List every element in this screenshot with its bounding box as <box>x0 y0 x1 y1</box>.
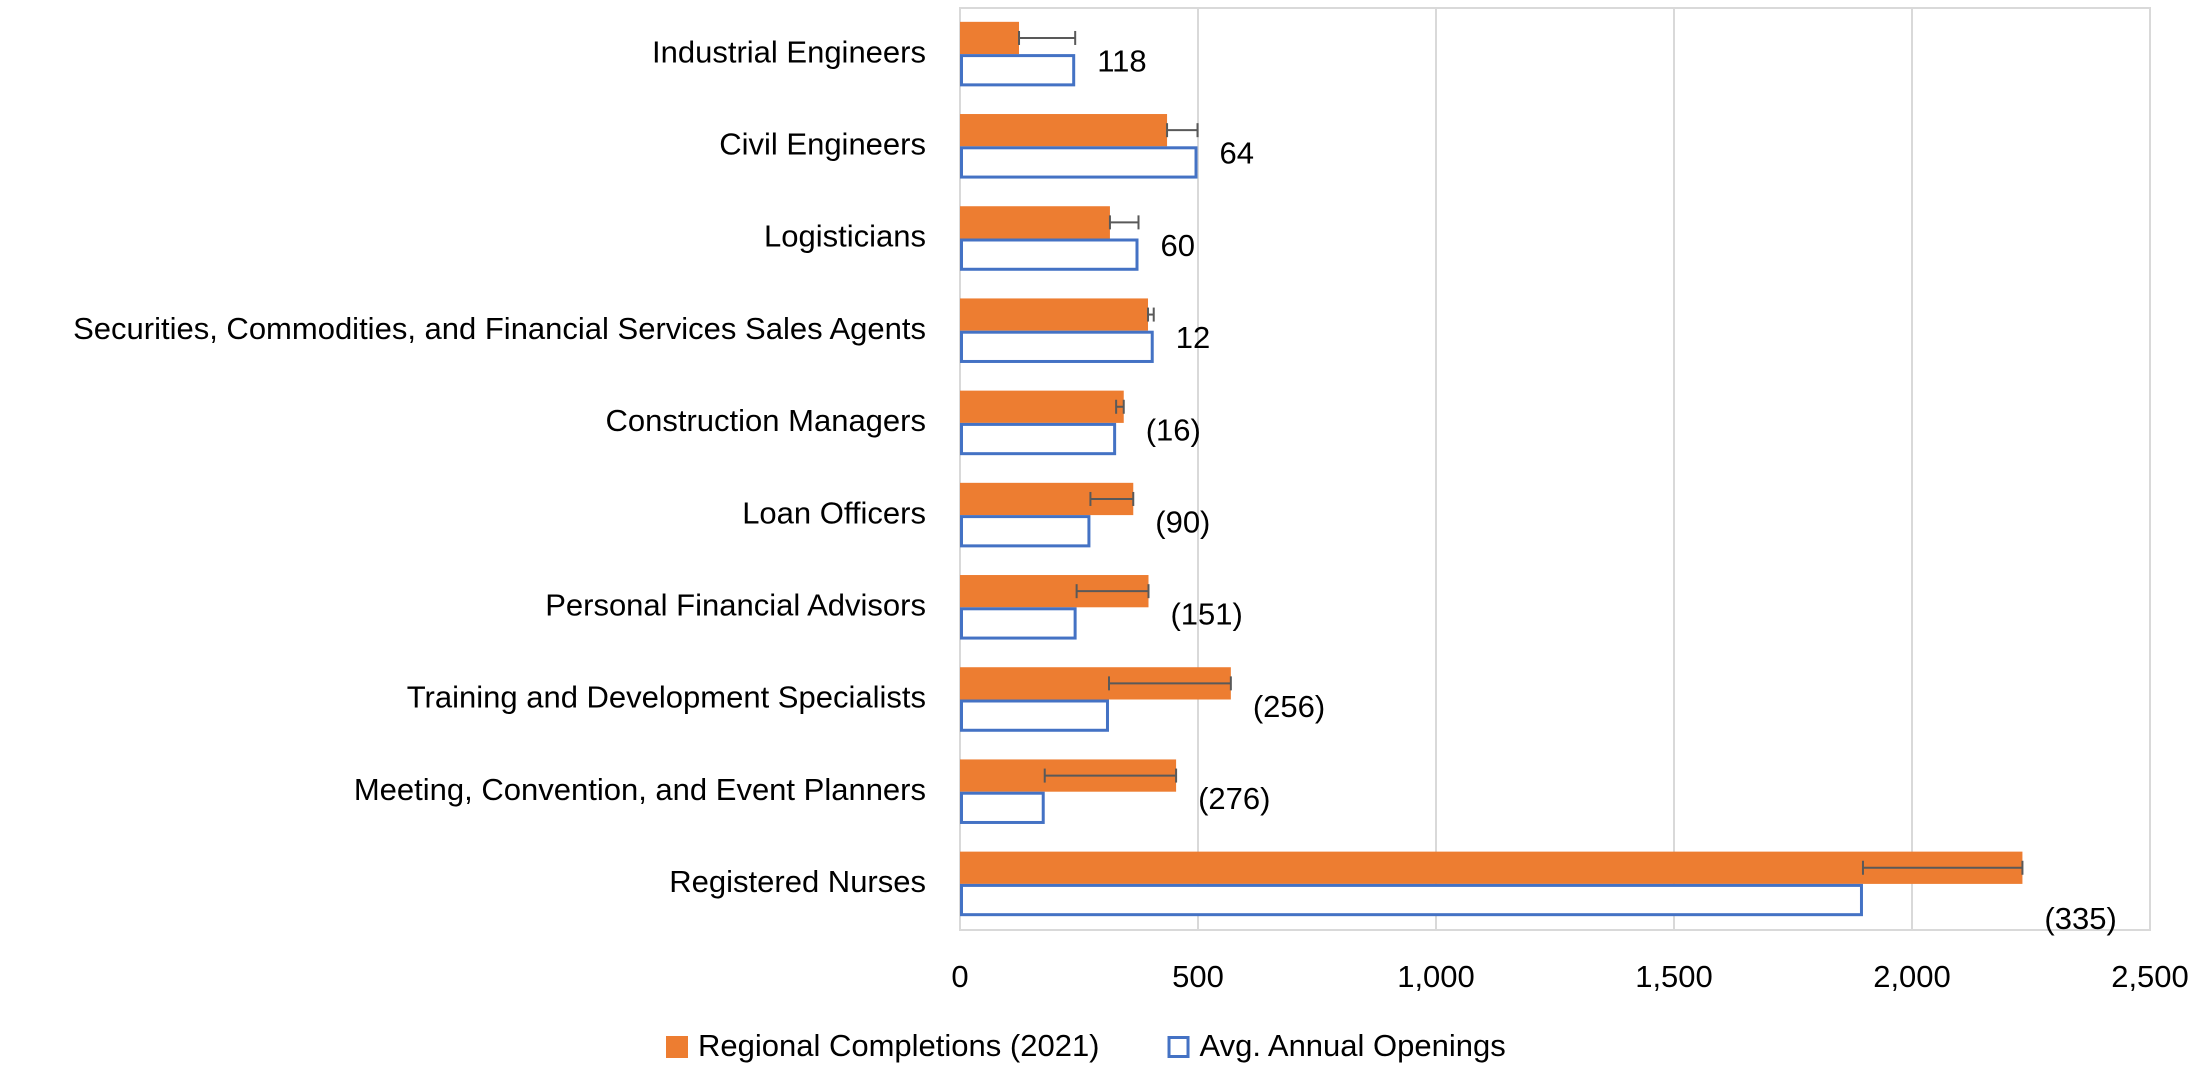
data-label: 12 <box>1176 320 1210 355</box>
error-bar <box>1089 491 1135 506</box>
bar <box>960 238 1139 271</box>
error-bar <box>1108 215 1140 230</box>
x-tick-label: 1,000 <box>1397 959 1475 994</box>
legend-swatch <box>1167 1036 1190 1058</box>
bar <box>960 515 1091 548</box>
bar <box>960 330 1154 363</box>
error-bar <box>1115 399 1125 414</box>
y-tick-label: Loan Officers <box>742 495 926 530</box>
data-label: 64 <box>1220 136 1254 171</box>
data-label: (90) <box>1155 505 1210 540</box>
bar <box>960 422 1117 456</box>
error-bar <box>1107 676 1232 691</box>
data-label: (256) <box>1253 689 1325 724</box>
data-label: (16) <box>1146 412 1201 447</box>
y-tick-label: Meeting, Convention, and Event Planners <box>354 772 926 807</box>
y-tick-label: Personal Financial Advisors <box>545 587 926 622</box>
bar <box>960 206 1110 239</box>
data-label: 60 <box>1161 228 1195 263</box>
x-tick-label: 0 <box>951 959 968 994</box>
legend-swatch <box>666 1036 688 1058</box>
y-tick-label: Industrial Engineers <box>652 34 926 69</box>
bar <box>960 851 2023 884</box>
data-label: 118 <box>1097 44 1146 79</box>
x-tick-label: 1,500 <box>1635 959 1713 994</box>
error-bar <box>1861 860 2024 875</box>
bar <box>960 146 1198 179</box>
plot-border <box>959 7 2151 931</box>
y-tick-label: Securities, Commodities, and Financial S… <box>73 311 926 346</box>
bar <box>960 607 1077 640</box>
error-bar <box>1147 307 1155 322</box>
y-tick-label: Training and Development Specialists <box>407 680 926 715</box>
legend-label: Avg. Annual Openings <box>1200 1028 1506 1063</box>
error-bar <box>1018 30 1077 45</box>
y-tick-label: Logisticians <box>764 219 926 254</box>
bar <box>960 791 1045 824</box>
error-bar <box>1043 768 1178 783</box>
data-label: (335) <box>2044 901 2116 936</box>
y-tick-label: Civil Engineers <box>719 126 926 161</box>
legend-label: Regional Completions (2021) <box>698 1028 1100 1063</box>
x-tick-label: 2,500 <box>2111 959 2189 994</box>
error-bar <box>1166 123 1199 138</box>
bar <box>960 699 1109 732</box>
data-label: (151) <box>1170 597 1242 632</box>
bar <box>960 21 1020 55</box>
y-tick-label: Registered Nurses <box>669 864 926 899</box>
bar <box>960 114 1168 147</box>
bar <box>960 390 1124 423</box>
x-tick-label: 2,000 <box>1873 959 1951 994</box>
x-tick-label: 500 <box>1172 959 1224 994</box>
bar <box>960 54 1076 87</box>
error-bar <box>1075 584 1150 599</box>
data-label: (276) <box>1198 781 1270 816</box>
y-tick-label: Construction Managers <box>606 403 927 438</box>
bar <box>960 298 1149 331</box>
bar <box>960 883 1863 917</box>
